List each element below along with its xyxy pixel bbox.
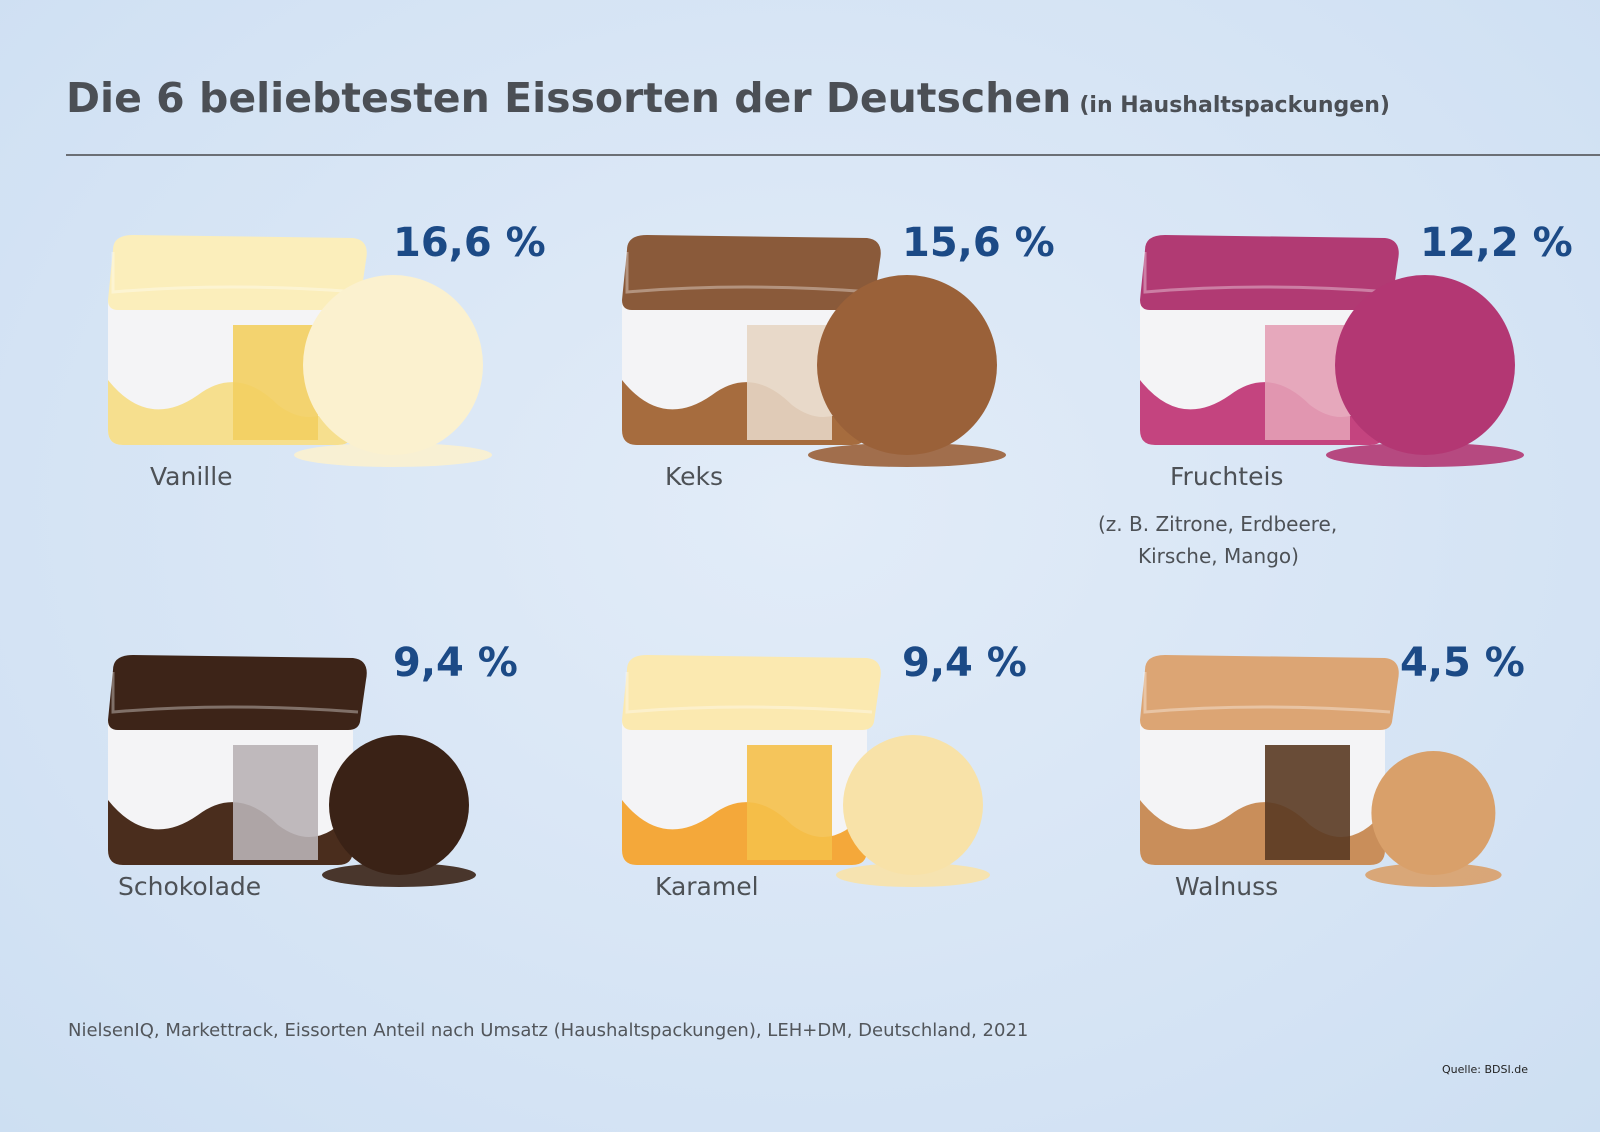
page-title: Die 6 beliebtesten Eissorten der Deutsch… [66, 74, 1390, 122]
ice-cream-illustration [622, 235, 1006, 467]
percentage-label: 9,4 % [902, 640, 1027, 686]
ice-cream-scoop-icon [322, 735, 476, 887]
ice-cream-illustration [1140, 655, 1502, 887]
ice-cream-tub-icon [622, 655, 881, 865]
title-text: Die 6 beliebtesten Eissorten der Deutsch… [66, 74, 1072, 122]
flavor-item: 9,4 % [108, 620, 538, 980]
ice-cream-illustration [1140, 235, 1524, 467]
percentage-label: 16,6 % [393, 220, 546, 266]
ice-cream-scoop-icon [836, 735, 990, 887]
ice-cream-illustration [622, 655, 990, 887]
title-divider [66, 154, 1600, 156]
percentage-label: 4,5 % [1400, 640, 1525, 686]
flavor-label: Schokolade [118, 872, 262, 901]
subtitle: (in Haushaltspackungen) [1079, 93, 1390, 118]
flavor-item: 15,6 % [622, 200, 1055, 560]
ice-cream-illustration [108, 235, 492, 467]
flavor-label: Walnuss [1175, 872, 1279, 901]
ice-cream-illustration [108, 655, 476, 887]
ice-cream-tub-icon [108, 655, 367, 865]
ice-cream-tub-icon [1140, 655, 1399, 865]
flavor-item: 16,6 % [108, 200, 546, 560]
flavor-label: Fruchteis [1170, 462, 1284, 491]
ice-cream-tub-icon [108, 235, 367, 445]
source-note: NielsenIQ, Markettrack, Eissorten Anteil… [68, 1020, 1029, 1041]
flavor-label: Karamel [655, 872, 759, 901]
flavor-note: Kirsche, Mango) [1138, 544, 1299, 568]
percentage-label: 12,2 % [1420, 220, 1573, 266]
ice-cream-scoop-icon [808, 275, 1006, 467]
flavor-label: Vanille [150, 462, 233, 491]
ice-cream-tub-icon [622, 235, 881, 445]
flavor-label: Keks [665, 462, 724, 491]
percentage-label: 15,6 % [902, 220, 1055, 266]
ice-cream-scoop-icon [1326, 275, 1524, 467]
flavor-note: (z. B. Zitrone, Erdbeere, [1098, 512, 1338, 536]
flavor-item: 12,2 % [1140, 200, 1573, 560]
credit: Quelle: BDSI.de [1442, 1063, 1528, 1076]
percentage-label: 9,4 % [393, 640, 518, 686]
ice-cream-tub-icon [1140, 235, 1399, 445]
ice-cream-scoop-icon [1365, 751, 1502, 887]
ice-cream-scoop-icon [294, 275, 492, 467]
flavor-item: 9,4 % [622, 620, 1052, 980]
flavor-item: 4,5 % [1140, 620, 1570, 980]
